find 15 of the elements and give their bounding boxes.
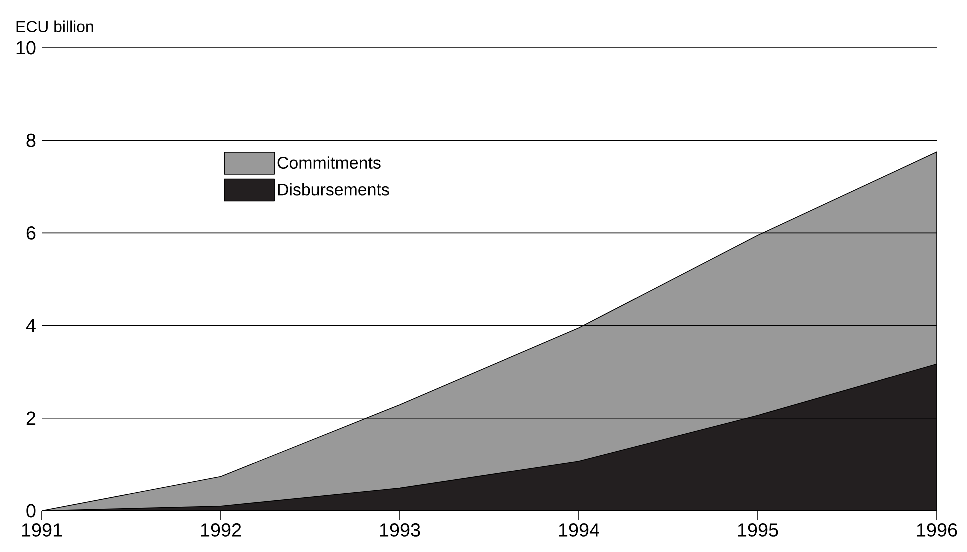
y-tick-label: 4 — [26, 319, 36, 332]
x-tick-label: 1991 — [22, 524, 62, 537]
y-axis-title: ECU billion — [16, 20, 94, 32]
legend-label: Disbursements — [278, 183, 390, 196]
y-tick-label: 2 — [26, 412, 36, 426]
x-tick-label: 1995 — [738, 524, 778, 537]
x-tick-label: 1994 — [559, 524, 600, 537]
x-tick-label: 1993 — [380, 524, 420, 537]
y-tick-label: 0 — [26, 504, 36, 518]
x-tick-label: 1992 — [201, 524, 242, 537]
y-tick-label: 10 — [16, 41, 36, 55]
y-tick-label: 6 — [26, 226, 36, 240]
x-tick-label: 1996 — [917, 524, 958, 537]
y-tick-label: 8 — [26, 134, 36, 148]
legend-label: Commitments — [278, 156, 381, 170]
